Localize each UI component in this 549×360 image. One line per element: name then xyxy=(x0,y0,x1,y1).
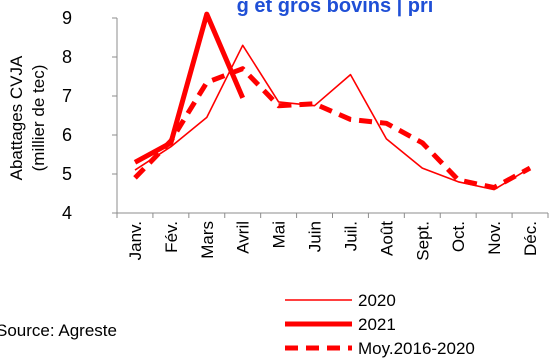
source-note: Source: Agreste xyxy=(0,321,117,340)
x-tick-label: Juin xyxy=(306,221,325,252)
x-tick-label: Mars xyxy=(198,221,217,259)
x-tick-label: Déc. xyxy=(521,221,540,256)
chart-title: g et gros bovins | pri xyxy=(237,0,434,17)
x-tick-label: Avril xyxy=(234,221,253,254)
x-tick-label: Août xyxy=(377,221,396,256)
y-tick-label: 9 xyxy=(62,8,72,28)
x-tick-label: Fév. xyxy=(162,221,181,253)
y-axis-label-line2: (millier de tec) xyxy=(29,65,48,172)
legend-label: 2020 xyxy=(358,291,396,310)
series-line xyxy=(133,11,245,165)
series-line xyxy=(133,66,532,191)
y-tick-label: 7 xyxy=(62,86,72,106)
y-ticks: 4 5 6 7 8 9 xyxy=(62,8,117,223)
y-tick-label: 6 xyxy=(62,125,72,145)
y-axis-label: Abattages CVJA (millier de tec) xyxy=(7,55,48,180)
series-lines xyxy=(133,11,532,191)
legend-label: Moy.2016-2020 xyxy=(358,339,475,358)
x-tick-label: Nov. xyxy=(485,221,504,255)
y-tick-label: 4 xyxy=(62,203,72,223)
x-tick-label: Janv. xyxy=(126,221,145,260)
y-tick-label: 8 xyxy=(62,47,72,67)
x-tick-label: Sept. xyxy=(413,221,432,261)
x-tick-label: Mai xyxy=(270,221,289,248)
x-tick-label: Juil. xyxy=(341,221,360,251)
x-tick-label: Oct. xyxy=(449,221,468,252)
legend: 2020 2021 Moy.2016-2020 xyxy=(285,291,475,358)
axes xyxy=(116,18,548,214)
x-ticks: Janv. Fév. Mars Avril Mai Juin Juil. Août Sept. O… xyxy=(116,213,549,261)
y-axis-label-line1: Abattages CVJA xyxy=(7,55,26,180)
y-tick-label: 5 xyxy=(62,164,72,184)
legend-label: 2021 xyxy=(358,315,396,334)
